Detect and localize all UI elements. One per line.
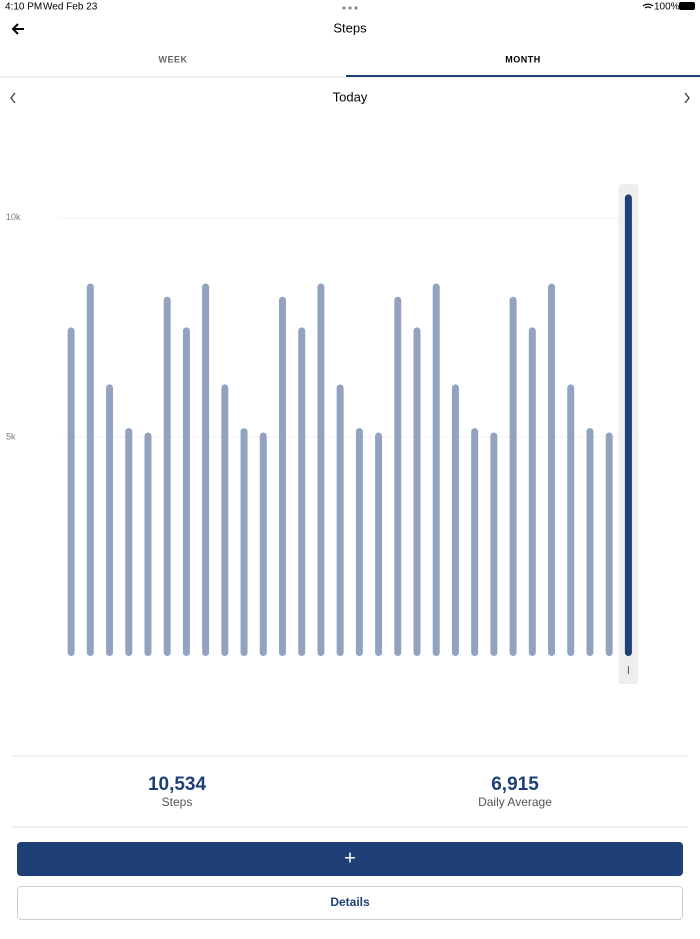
bar [67,327,75,656]
bar [624,194,632,657]
bar [586,428,594,656]
bar [432,283,440,656]
y-tick-label: 5k [6,431,16,441]
bar [509,296,517,656]
bar [86,283,94,656]
bar [471,428,479,656]
bar [413,327,421,656]
chart: 5k 10k [6,184,640,684]
bar [528,327,536,656]
details-button-label: Details [330,895,370,909]
bar [605,432,613,656]
bar [355,428,363,656]
bar [125,428,133,656]
stat-label: Daily Average [478,795,552,809]
next-button[interactable] [684,92,690,104]
back-button[interactable] [11,23,24,35]
battery-icon [679,2,695,10]
bar [163,296,171,656]
bar [375,432,383,656]
status-battery: 100% [654,2,680,13]
bar [490,432,498,656]
bar [278,296,286,656]
tab-month[interactable]: MONTH [505,54,541,64]
period-label: Today [333,89,368,104]
prev-button[interactable] [10,92,16,104]
bar [221,384,229,656]
bar [567,384,575,656]
tab-week[interactable]: WEEK [159,54,188,64]
bar [336,384,344,656]
status-date: Wed Feb 23 [43,2,98,13]
bar [106,384,114,656]
multitask-dots [342,6,358,10]
status-time: 4:10 PM [5,2,42,13]
stat-value: 6,915 [491,774,539,795]
bar [548,283,556,656]
bar [144,432,152,656]
bar [451,384,459,656]
wifi-icon [642,3,654,9]
bar [317,283,325,656]
bar [240,428,248,656]
bar [298,327,306,656]
page-title: Steps [333,20,367,35]
add-button[interactable] [17,842,683,876]
details-button[interactable] [17,886,683,920]
bar [202,283,210,656]
add-button-label: + [344,847,356,869]
stat-label: Steps [162,795,193,809]
bar [259,432,267,656]
bar [394,296,402,656]
stat-value: 10,534 [148,774,207,795]
tab-indicator [346,75,700,77]
bar [182,327,190,656]
y-tick-label: 10k [6,212,21,222]
